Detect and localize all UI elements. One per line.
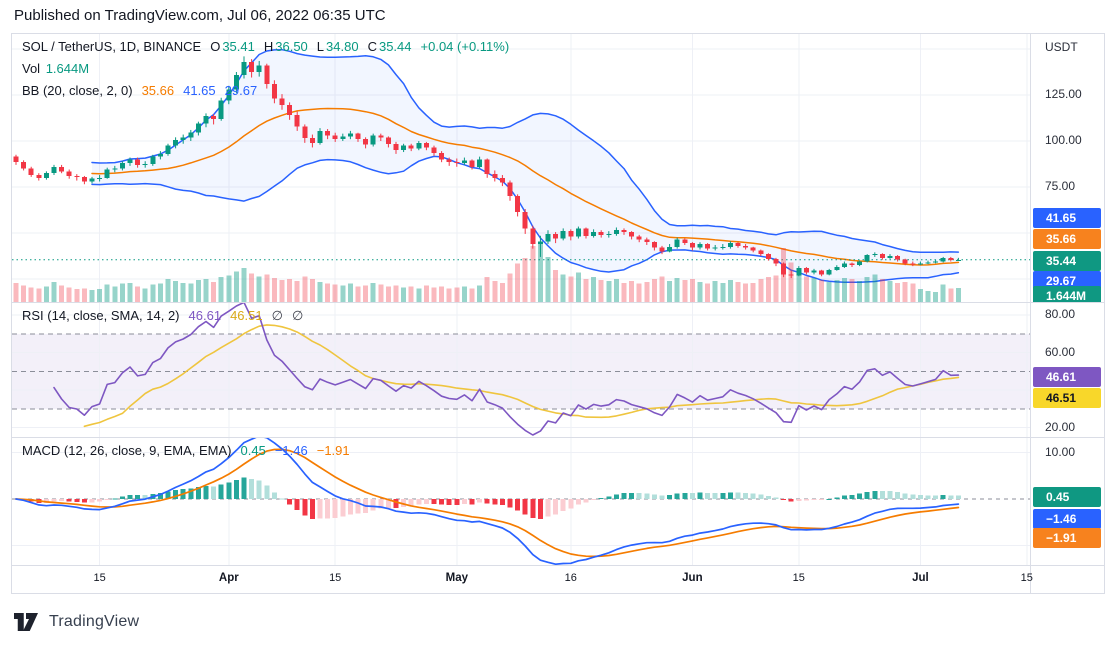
axis-currency-label: USDT	[1045, 40, 1078, 54]
price-badge: 35.44	[1033, 251, 1101, 271]
indicator-value: 0.45	[240, 443, 266, 458]
time-axis[interactable]: 15 Apr 15 May 16 Jun 15 Jul 15	[12, 566, 1104, 593]
time-tick-label: 15	[1020, 572, 1033, 584]
time-axis-corner	[1030, 566, 1104, 593]
time-tick-label: Jun	[682, 572, 703, 584]
time-axis-labels: 15 Apr 15 May 16 Jun 15 Jul 15	[12, 566, 1033, 593]
ohlc-letter: H	[263, 39, 274, 54]
macd-chart-svg	[12, 438, 1030, 565]
indicator-value: 35.44	[378, 39, 412, 54]
time-tick-label: Apr	[218, 572, 239, 584]
main-price-axis[interactable]: USDT 125.00 100.00 75.00 41.65 35.66 35.44 29.6…	[1030, 34, 1104, 302]
rsi-plot[interactable]: RSI (14, close, SMA, 14, 2) 46.61 46.51 ∅ ∅	[12, 303, 1030, 437]
indicator-value: ∅	[291, 308, 304, 323]
tradingview-icon	[14, 613, 38, 631]
indicator-value: +0.04 (+0.11%)	[420, 39, 510, 54]
price-badge: 35.66	[1033, 229, 1101, 249]
ohlc-values: O 35.41 H 36.50 L 34.80 C 35.44 +0.04 (+0.11%)	[201, 39, 509, 54]
main-legend-symbol-row[interactable]: SOL / TetherUS, 1D, BINANCE O 35.41 H 36.50 L…	[22, 39, 509, 54]
ohlc-letter: O	[210, 39, 221, 54]
rsi-tick-label: 60.00	[1045, 344, 1076, 359]
macd-values: 0.45 −1.46 −1.91	[232, 443, 350, 458]
price-tick-label: 100.00	[1045, 133, 1082, 147]
main-plot[interactable]: SOL / TetherUS, 1D, BINANCE O 35.41 H 36.50 L…	[12, 34, 1030, 302]
rsi-tick-label: 80.00	[1045, 307, 1076, 322]
time-tick-label: 16	[564, 572, 577, 584]
indicator-value: −1.46	[274, 443, 308, 458]
price-tick-label: 125.00	[1045, 87, 1082, 101]
bb-label: BB (20, close, 2, 0)	[22, 83, 133, 98]
volume-legend-row[interactable]: Vol 1.644M	[22, 61, 89, 76]
price-tick-label: 75.00	[1045, 179, 1076, 193]
macd-legend-row[interactable]: MACD (12, 26, close, 9, EMA, EMA) 0.45 −1.…	[22, 443, 350, 458]
tradingview-logo-link[interactable]: TradingView	[14, 611, 139, 633]
indicator-value: 46.51	[230, 308, 263, 323]
rsi-label: RSI (14, close, SMA, 14, 2)	[22, 308, 180, 323]
macd-tick-label: 10.00	[1045, 444, 1076, 459]
macd-badge: −1.91	[1033, 528, 1101, 548]
main-pane: SOL / TetherUS, 1D, BINANCE O 35.41 H 36.50 L…	[12, 34, 1104, 303]
rsi-chart-svg	[12, 303, 1030, 437]
main-chart-svg	[12, 34, 1030, 302]
volume-label: Vol	[22, 61, 41, 76]
indicator-value: −1.91	[316, 443, 350, 458]
time-tick-label: Jul	[912, 572, 929, 584]
macd-badge: 0.45	[1033, 487, 1101, 507]
ohlc-letter: L	[316, 39, 325, 54]
macd-plot[interactable]: MACD (12, 26, close, 9, EMA, EMA) 0.45 −1.…	[12, 438, 1030, 565]
bb-legend-row[interactable]: BB (20, close, 2, 0) 35.66 41.65 29.67	[22, 83, 257, 98]
ohlc-letter: C	[367, 39, 377, 54]
macd-price-axis[interactable]: 10.00 0.45 −1.46 −1.91	[1030, 438, 1104, 565]
symbol-title: SOL / TetherUS, 1D, BINANCE	[22, 39, 202, 54]
indicator-value: 34.80	[326, 39, 359, 54]
indicator-value: 36.50	[275, 39, 308, 54]
volume-value: 1.644M	[45, 61, 90, 76]
time-tick-label: 15	[792, 572, 805, 584]
time-tick-label: 15	[93, 572, 106, 584]
indicator-value: 35.41	[222, 39, 255, 54]
indicator-value: ∅	[271, 308, 283, 323]
tradingview-logo-text: TradingView	[49, 613, 140, 630]
rsi-values: 46.61 46.51 ∅ ∅	[180, 308, 304, 323]
rsi-pane: RSI (14, close, SMA, 14, 2) 46.61 46.51 ∅ ∅ …	[12, 303, 1104, 438]
rsi-tick-label: 20.00	[1045, 419, 1076, 434]
macd-badge: −1.46	[1033, 509, 1101, 529]
rsi-badge: 46.61	[1033, 367, 1101, 387]
indicator-value: 41.65	[183, 83, 216, 98]
indicator-value: 46.61	[188, 308, 222, 323]
chart-container: SOL / TetherUS, 1D, BINANCE O 35.41 H 36.50 L…	[11, 33, 1105, 594]
publish-header: Published on TradingView.com, Jul 06, 20…	[14, 7, 386, 24]
macd-pane: MACD (12, 26, close, 9, EMA, EMA) 0.45 −1.…	[12, 438, 1104, 566]
price-badge: 41.65	[1033, 208, 1101, 228]
rsi-price-axis[interactable]: 80.00 60.00 20.00 46.61 46.51	[1030, 303, 1104, 437]
rsi-legend-row[interactable]: RSI (14, close, SMA, 14, 2) 46.61 46.51 ∅ ∅	[22, 308, 303, 324]
rsi-badge: 46.51	[1033, 388, 1101, 408]
macd-label: MACD (12, 26, close, 9, EMA, EMA)	[22, 443, 232, 458]
time-tick-label: 15	[329, 572, 342, 584]
price-badge: 1.644M	[1033, 286, 1101, 302]
time-tick-label: May	[445, 572, 468, 584]
indicator-value: 29.67	[224, 83, 258, 98]
indicator-value: 35.66	[141, 83, 175, 98]
bb-values: 35.66 41.65 29.67	[133, 83, 258, 98]
